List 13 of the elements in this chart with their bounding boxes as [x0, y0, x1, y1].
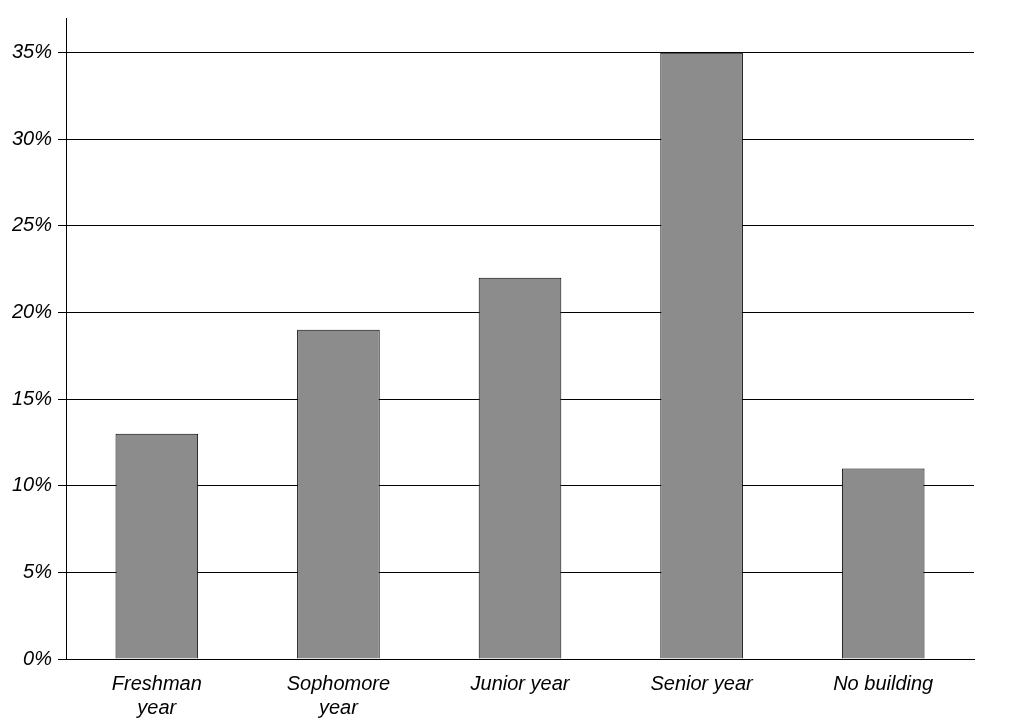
y-tick-label: 10%	[12, 473, 53, 496]
y-tick-label: 30%	[12, 126, 53, 149]
x-tick-label: No building	[833, 671, 934, 694]
x-tick-label: Junior year	[469, 671, 571, 694]
y-tick-label: 20%	[11, 300, 53, 323]
x-tick-label: Freshman year	[111, 671, 202, 718]
x-tick-label: Senior year	[650, 671, 755, 694]
y-tick-label: 5%	[23, 559, 53, 582]
y-tick-label: 25%	[11, 213, 53, 236]
x-tick-label: Sophomore year	[286, 671, 391, 718]
y-tick-label: 15%	[12, 386, 53, 409]
y-tick-label: 0%	[23, 646, 53, 669]
y-tick-label: 35%	[12, 40, 53, 63]
